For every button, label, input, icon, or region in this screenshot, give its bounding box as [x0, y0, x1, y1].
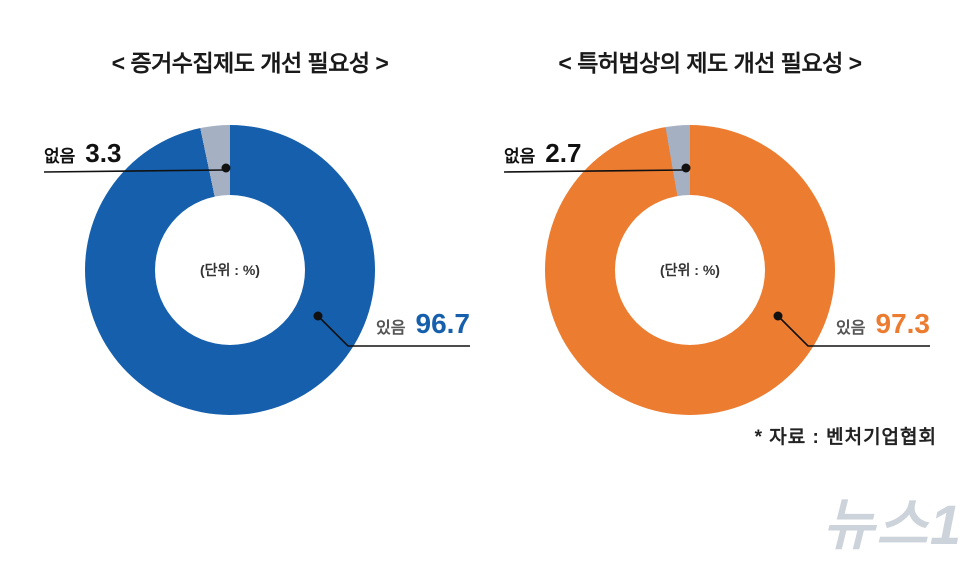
- callout-no: 없음 2.7: [504, 138, 581, 169]
- donut-ring: (단위 : %): [85, 125, 375, 415]
- no-value: 3.3: [85, 138, 122, 168]
- source-note: * 자료 : 벤처기업협회: [754, 427, 937, 448]
- donut-ring: (단위 : %): [545, 125, 835, 415]
- donut-hole: (단위 : %): [155, 195, 305, 345]
- yes-value: 97.3: [875, 308, 931, 339]
- yes-label: 있음: [836, 320, 866, 337]
- chart-title: < 특허법상의 제도 개선 필요성 >: [558, 50, 862, 76]
- no-value: 2.7: [545, 138, 582, 168]
- no-label: 없음: [44, 147, 76, 166]
- unit-label: (단위 : %): [200, 262, 260, 278]
- yes-label: 있음: [376, 320, 406, 337]
- no-label: 없음: [504, 147, 536, 166]
- unit-label: (단위 : %): [660, 262, 720, 278]
- donut-hole: (단위 : %): [615, 195, 765, 345]
- news1-watermark-logo: 뉴스1: [822, 493, 963, 556]
- yes-value: 96.7: [415, 308, 471, 339]
- callout-yes: 있음 96.7: [340, 308, 470, 340]
- callout-yes: 있음 97.3: [800, 308, 930, 340]
- callout-no: 없음 3.3: [44, 138, 121, 169]
- chart-panel-patent-law: < 특허법상의 제도 개선 필요성 > (단위 : %) 없음 2.7 있음 9…: [460, 0, 960, 571]
- chart-title: < 증거수집제도 개선 필요성 >: [111, 50, 389, 76]
- chart-panel-evidence-collection: < 증거수집제도 개선 필요성 > (단위 : %) 없음 3.3 있음 96.…: [43, 50, 470, 415]
